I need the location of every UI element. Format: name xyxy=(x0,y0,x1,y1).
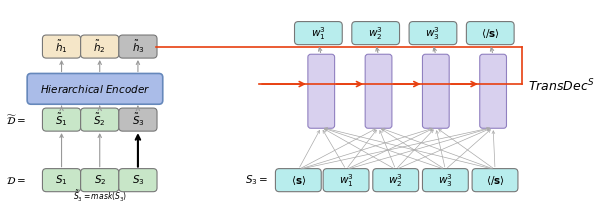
FancyBboxPatch shape xyxy=(422,54,449,128)
FancyBboxPatch shape xyxy=(81,169,119,192)
Text: $w_3^3$: $w_3^3$ xyxy=(425,25,441,41)
FancyBboxPatch shape xyxy=(323,169,369,192)
Text: $S_3$: $S_3$ xyxy=(132,173,144,187)
FancyBboxPatch shape xyxy=(275,169,321,192)
Text: $\tilde{S}_2$: $\tilde{S}_2$ xyxy=(93,111,106,128)
Text: $\tilde{h}_2$: $\tilde{h}_2$ xyxy=(93,38,106,55)
FancyBboxPatch shape xyxy=(119,108,157,131)
FancyBboxPatch shape xyxy=(472,169,518,192)
FancyBboxPatch shape xyxy=(42,108,81,131)
FancyBboxPatch shape xyxy=(373,169,419,192)
Text: $w_1^3$: $w_1^3$ xyxy=(311,25,326,41)
FancyBboxPatch shape xyxy=(119,169,157,192)
Text: $\tilde{S}_3=mask(S_3)$: $\tilde{S}_3=mask(S_3)$ xyxy=(73,189,127,204)
FancyBboxPatch shape xyxy=(308,54,335,128)
Text: $w_3^3$: $w_3^3$ xyxy=(438,172,453,188)
FancyBboxPatch shape xyxy=(27,74,163,104)
Text: $S_3=$: $S_3=$ xyxy=(245,173,268,187)
Text: $\langle /\mathbf{s} \rangle$: $\langle /\mathbf{s} \rangle$ xyxy=(481,27,500,40)
FancyBboxPatch shape xyxy=(295,22,342,45)
Text: $w_2^3$: $w_2^3$ xyxy=(368,25,383,41)
FancyBboxPatch shape xyxy=(365,54,392,128)
Text: $S_1$: $S_1$ xyxy=(55,173,68,187)
FancyBboxPatch shape xyxy=(467,22,514,45)
FancyBboxPatch shape xyxy=(409,22,457,45)
Text: $\mathcal{D}=$: $\mathcal{D}=$ xyxy=(6,175,26,186)
Text: $S_2$: $S_2$ xyxy=(93,173,106,187)
FancyBboxPatch shape xyxy=(422,169,468,192)
FancyBboxPatch shape xyxy=(81,35,119,58)
FancyBboxPatch shape xyxy=(352,22,399,45)
Text: $\langle \mathbf{s} \rangle$: $\langle \mathbf{s} \rangle$ xyxy=(291,174,306,187)
FancyBboxPatch shape xyxy=(480,54,507,128)
FancyBboxPatch shape xyxy=(42,169,81,192)
Text: $\mathbf{\mathit{Hierarchical\ Encoder}}$: $\mathbf{\mathit{Hierarchical\ Encoder}}… xyxy=(40,83,150,95)
Text: $\mathbf{\mathit{TransDec}}^{\mathbf{\mathit{S}}}$: $\mathbf{\mathit{TransDec}}^{\mathbf{\ma… xyxy=(528,78,595,94)
Text: $\tilde{S}_3$: $\tilde{S}_3$ xyxy=(132,111,144,128)
FancyBboxPatch shape xyxy=(42,35,81,58)
Text: $w_2^3$: $w_2^3$ xyxy=(388,172,403,188)
Text: $\langle /\mathbf{s} \rangle$: $\langle /\mathbf{s} \rangle$ xyxy=(485,174,504,187)
FancyBboxPatch shape xyxy=(119,35,157,58)
FancyBboxPatch shape xyxy=(81,108,119,131)
Text: $\widetilde{\mathcal{D}}=$: $\widetilde{\mathcal{D}}=$ xyxy=(6,113,26,126)
Text: $w_1^3$: $w_1^3$ xyxy=(339,172,353,188)
Text: $\tilde{h}_3$: $\tilde{h}_3$ xyxy=(132,38,144,55)
Text: $\tilde{h}_1$: $\tilde{h}_1$ xyxy=(55,38,68,55)
Text: $\tilde{S}_1$: $\tilde{S}_1$ xyxy=(55,111,68,128)
